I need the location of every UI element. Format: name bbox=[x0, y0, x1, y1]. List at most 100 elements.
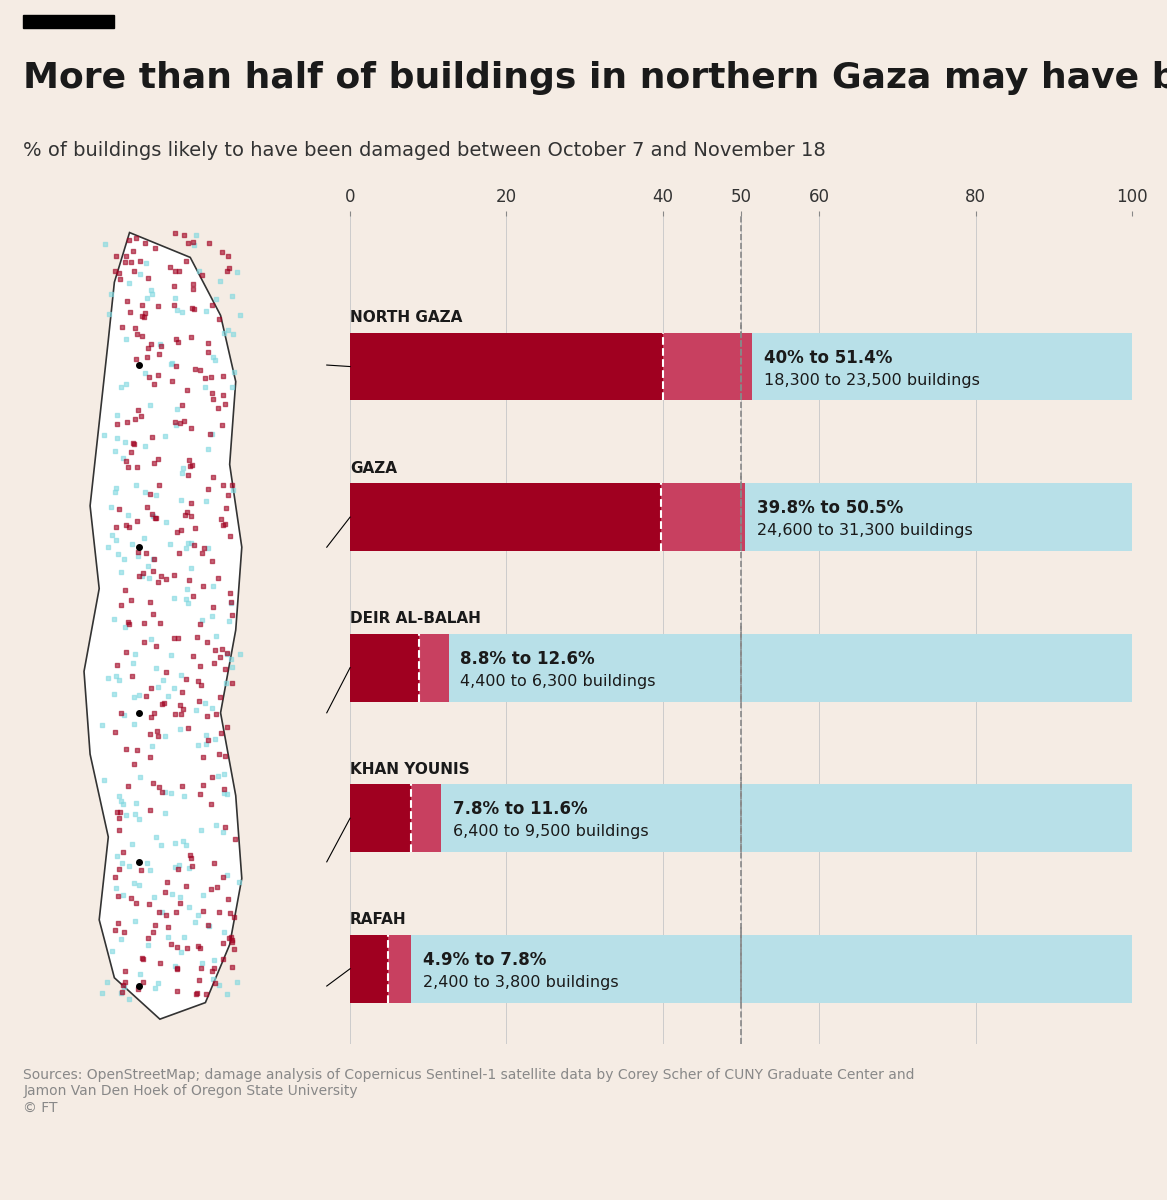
Point bbox=[184, 535, 203, 554]
Point bbox=[175, 505, 194, 524]
Point bbox=[130, 566, 148, 586]
Point bbox=[221, 584, 239, 604]
Point bbox=[119, 776, 138, 796]
Point bbox=[148, 572, 167, 592]
Text: % of buildings likely to have been damaged between October 7 and November 18: % of buildings likely to have been damag… bbox=[23, 140, 826, 160]
Point bbox=[193, 265, 211, 284]
Point bbox=[117, 329, 135, 348]
Point bbox=[135, 233, 154, 252]
Text: Sources: OpenStreetMap; damage analysis of Copernicus Sentinel-1 satellite data : Sources: OpenStreetMap; damage analysis … bbox=[23, 1068, 915, 1115]
Point bbox=[145, 454, 163, 473]
Point bbox=[146, 239, 165, 258]
Point bbox=[216, 659, 235, 678]
Point bbox=[218, 785, 237, 804]
Point bbox=[215, 395, 233, 414]
Point bbox=[106, 262, 125, 281]
Point bbox=[177, 502, 196, 521]
Point bbox=[132, 407, 151, 426]
Point bbox=[116, 961, 134, 980]
Point bbox=[127, 740, 146, 760]
Point bbox=[163, 884, 182, 904]
Point bbox=[92, 715, 111, 734]
Point bbox=[197, 632, 216, 652]
Point bbox=[172, 719, 190, 738]
Point bbox=[215, 764, 233, 784]
Point bbox=[125, 714, 144, 733]
Point bbox=[183, 587, 202, 606]
Point bbox=[125, 874, 144, 893]
Point bbox=[181, 456, 200, 475]
Point bbox=[156, 662, 175, 682]
Point bbox=[110, 821, 128, 840]
Point bbox=[179, 466, 197, 485]
Point bbox=[110, 264, 128, 283]
Point bbox=[134, 949, 153, 968]
Point bbox=[139, 338, 158, 358]
Point bbox=[172, 666, 190, 685]
Point bbox=[219, 612, 238, 631]
Point bbox=[211, 510, 230, 529]
Point bbox=[186, 299, 204, 318]
Point bbox=[168, 332, 187, 352]
Point bbox=[126, 318, 145, 337]
Point bbox=[133, 566, 152, 586]
Point bbox=[123, 535, 141, 554]
Point bbox=[148, 296, 167, 316]
Point bbox=[147, 658, 166, 677]
Point bbox=[117, 374, 135, 394]
Point bbox=[127, 457, 146, 476]
Point bbox=[184, 235, 203, 254]
Point bbox=[187, 984, 205, 1003]
Point bbox=[174, 458, 193, 478]
Point bbox=[214, 934, 232, 953]
Text: 24,600 to 31,300 buildings: 24,600 to 31,300 buildings bbox=[756, 523, 972, 538]
Point bbox=[224, 324, 243, 343]
Point bbox=[155, 426, 174, 445]
Point bbox=[177, 835, 196, 854]
Point bbox=[194, 886, 212, 905]
Point bbox=[210, 976, 229, 995]
Point bbox=[181, 845, 200, 864]
Point bbox=[190, 360, 209, 379]
Point bbox=[172, 521, 190, 540]
Point bbox=[149, 449, 168, 468]
Point bbox=[221, 527, 239, 546]
Point bbox=[193, 611, 211, 630]
Point bbox=[120, 614, 139, 634]
Point bbox=[166, 833, 184, 852]
Point bbox=[125, 262, 144, 281]
Point bbox=[167, 902, 186, 922]
Point bbox=[106, 442, 125, 461]
Point bbox=[188, 906, 207, 925]
Point bbox=[225, 362, 244, 382]
Point bbox=[132, 326, 151, 346]
Point bbox=[141, 396, 160, 415]
Point bbox=[193, 954, 211, 973]
Point bbox=[149, 475, 168, 494]
Point bbox=[187, 226, 205, 245]
Point bbox=[210, 902, 229, 922]
Point bbox=[104, 684, 123, 703]
Point bbox=[204, 958, 223, 977]
Point bbox=[196, 368, 215, 388]
Point bbox=[170, 414, 189, 433]
Point bbox=[125, 804, 144, 823]
Point bbox=[95, 425, 113, 444]
Point bbox=[224, 481, 243, 500]
Point bbox=[109, 886, 127, 905]
Point bbox=[167, 300, 186, 319]
Point bbox=[217, 498, 236, 517]
Point bbox=[123, 666, 141, 685]
Point bbox=[107, 666, 126, 685]
Point bbox=[165, 295, 183, 314]
Point bbox=[154, 671, 173, 690]
Point bbox=[222, 649, 240, 668]
Point bbox=[140, 485, 159, 504]
Point bbox=[103, 941, 121, 960]
Point bbox=[204, 347, 223, 366]
Point bbox=[110, 499, 128, 518]
Point bbox=[116, 432, 134, 451]
Point bbox=[114, 842, 133, 862]
Point bbox=[223, 606, 242, 625]
Point bbox=[113, 886, 132, 905]
